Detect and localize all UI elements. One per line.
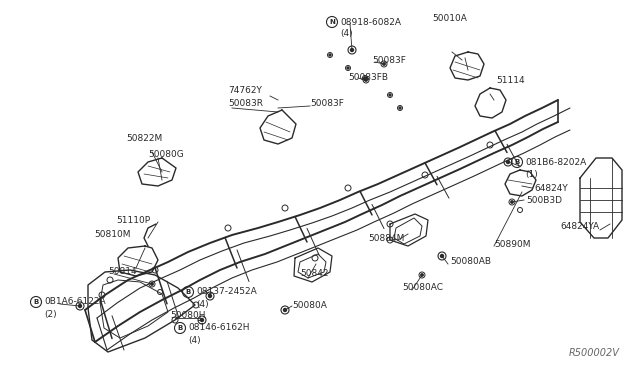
Circle shape xyxy=(506,160,509,164)
Text: 50080AC: 50080AC xyxy=(402,283,443,292)
Text: 50010A: 50010A xyxy=(432,13,467,22)
Text: 50080H: 50080H xyxy=(170,311,205,321)
Text: 50083F: 50083F xyxy=(310,99,344,108)
Text: 50080G: 50080G xyxy=(148,150,184,158)
Text: B: B xyxy=(515,159,520,165)
Circle shape xyxy=(440,254,444,257)
Circle shape xyxy=(347,67,349,69)
Circle shape xyxy=(511,201,513,203)
Circle shape xyxy=(79,305,81,308)
Text: 50083R: 50083R xyxy=(228,99,263,108)
Text: (4): (4) xyxy=(340,29,353,38)
Circle shape xyxy=(365,79,367,81)
Text: (1): (1) xyxy=(525,170,538,179)
Text: B: B xyxy=(33,299,38,305)
Text: B: B xyxy=(186,289,191,295)
Text: 50083F: 50083F xyxy=(372,55,406,64)
Circle shape xyxy=(399,107,401,109)
Circle shape xyxy=(351,48,353,51)
Circle shape xyxy=(383,63,385,65)
Text: 500B3D: 500B3D xyxy=(526,196,562,205)
Circle shape xyxy=(284,308,287,311)
Text: (2): (2) xyxy=(44,310,56,318)
Text: 64824Y: 64824Y xyxy=(534,183,568,192)
Text: 50080A: 50080A xyxy=(292,301,327,311)
Circle shape xyxy=(364,77,366,79)
Circle shape xyxy=(209,295,211,298)
Text: B: B xyxy=(177,325,182,331)
Circle shape xyxy=(151,283,153,285)
Text: 50842: 50842 xyxy=(300,269,328,279)
Circle shape xyxy=(421,274,423,276)
Text: 08146-6162H: 08146-6162H xyxy=(188,324,250,333)
Text: (4): (4) xyxy=(196,299,209,308)
Circle shape xyxy=(329,54,331,56)
Text: 51110P: 51110P xyxy=(116,215,150,224)
Text: 50884M: 50884M xyxy=(368,234,404,243)
Text: 51114: 51114 xyxy=(496,76,525,84)
Text: 081B6-8202A: 081B6-8202A xyxy=(525,157,586,167)
Text: R500002V: R500002V xyxy=(569,348,620,358)
Text: 74762Y: 74762Y xyxy=(228,86,262,94)
Text: 50810M: 50810M xyxy=(94,230,131,238)
Text: 0B1A6-6122A: 0B1A6-6122A xyxy=(44,298,106,307)
Text: N: N xyxy=(329,19,335,25)
Text: 64824YA: 64824YA xyxy=(560,221,599,231)
Circle shape xyxy=(389,94,391,96)
Circle shape xyxy=(200,318,204,321)
Text: 50080AB: 50080AB xyxy=(450,257,491,266)
Text: 50083FB: 50083FB xyxy=(348,73,388,81)
Text: 50890M: 50890M xyxy=(494,240,531,248)
Text: 08918-6082A: 08918-6082A xyxy=(340,17,401,26)
Text: 50822M: 50822M xyxy=(126,134,163,142)
Text: 50814: 50814 xyxy=(108,267,136,276)
Text: (4): (4) xyxy=(188,336,200,344)
Text: 08137-2452A: 08137-2452A xyxy=(196,288,257,296)
